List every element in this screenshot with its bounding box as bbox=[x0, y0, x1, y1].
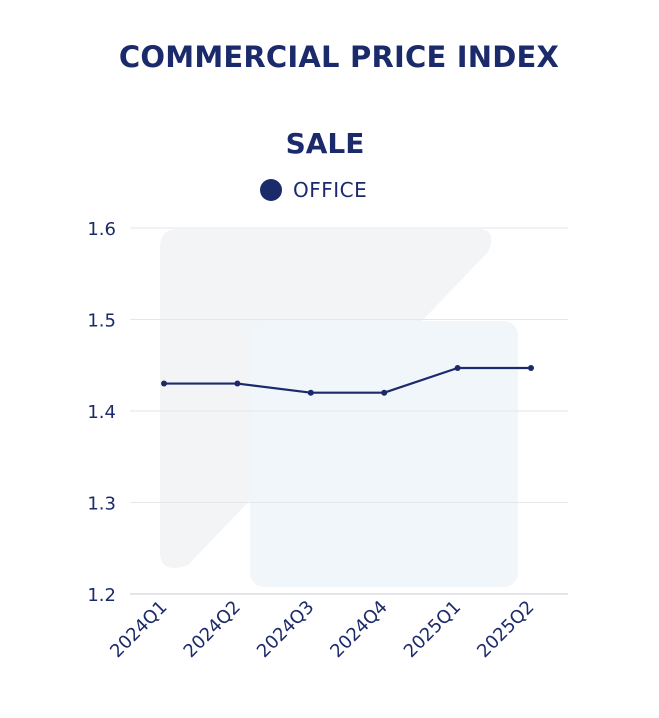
y-tick-label: 1.6 bbox=[87, 219, 116, 240]
data-point bbox=[528, 364, 534, 371]
chart-title: COMMERCIAL PRICE INDEX bbox=[118, 40, 560, 74]
legend: OFFICE bbox=[260, 177, 367, 203]
x-tick-label: 2024Q2 bbox=[180, 597, 245, 662]
y-tick-label: 1.5 bbox=[87, 311, 116, 332]
series bbox=[161, 364, 534, 396]
legend-label: OFFICE bbox=[293, 178, 368, 202]
watermark-logo bbox=[160, 229, 518, 587]
x-tick-label: 2024Q4 bbox=[326, 597, 391, 662]
y-tick-label: 1.4 bbox=[87, 402, 116, 423]
x-tick-label: 2025Q2 bbox=[473, 597, 538, 662]
data-point bbox=[234, 380, 241, 387]
y-tick-label: 1.2 bbox=[87, 585, 116, 606]
chart-subtitle: SALE bbox=[285, 127, 365, 160]
data-point bbox=[454, 364, 461, 371]
x-tick-label: 2024Q1 bbox=[106, 597, 171, 662]
data-point bbox=[307, 389, 314, 396]
data-point bbox=[161, 380, 167, 387]
series-line-office bbox=[164, 366, 531, 394]
grid bbox=[130, 227, 568, 503]
data-point bbox=[381, 389, 388, 396]
x-tick-label: 2024Q3 bbox=[253, 597, 318, 662]
legend-marker bbox=[260, 179, 282, 201]
y-tick-label: 1.3 bbox=[87, 494, 116, 515]
x-tick-label: 2025Q1 bbox=[400, 597, 465, 662]
